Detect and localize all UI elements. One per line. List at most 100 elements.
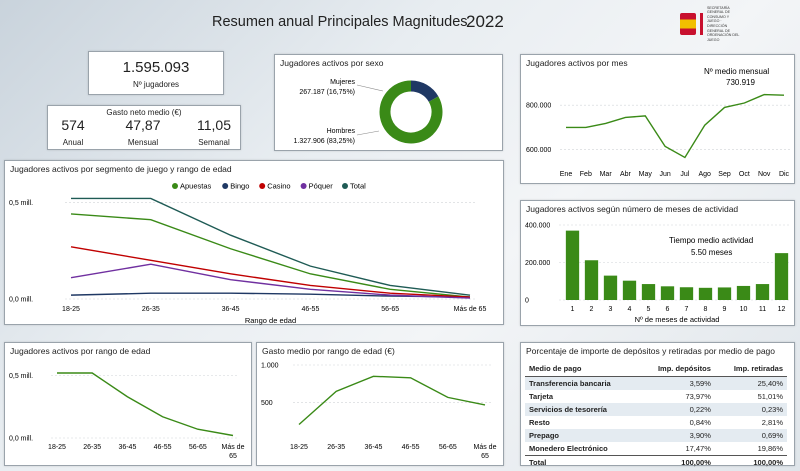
x-tick-label: 18-25 — [290, 444, 308, 451]
donut-label-value: 267.187 (16,75%) — [299, 89, 355, 96]
page-year: 2022 — [466, 12, 504, 31]
y-tick-label: 600.000 — [526, 147, 551, 154]
x-axis-label: Rango de edad — [245, 316, 296, 325]
row-withdrawal: 0,23% — [714, 403, 787, 416]
spend-weekly-value: 11,05 — [197, 117, 231, 133]
bar-7 — [679, 287, 694, 300]
series-line-value — [57, 372, 234, 437]
col-header-payment-method[interactable]: Medio de pago — [525, 361, 639, 377]
x-tick-label: 5 — [647, 306, 651, 313]
ministry-logo: SECRETARÍA GENERAL DE CONSUMO Y JUEGO · … — [680, 6, 788, 42]
bar-3 — [603, 275, 618, 300]
table-row: Tarjeta 73,97% 51,01% — [525, 390, 787, 403]
row-withdrawal: 19,86% — [757, 444, 783, 453]
month-annotation-label: Nº medio mensual — [704, 67, 769, 76]
x-tick-label: Nov — [758, 171, 771, 178]
page-title: Resumen anual Principales Magnitudes — [212, 14, 468, 30]
bar-1 — [565, 230, 580, 300]
activity-panel[interactable]: Jugadores activos según número de meses … — [520, 200, 795, 326]
x-tick-label: 1 — [571, 306, 575, 313]
series-line-value — [566, 93, 785, 159]
y-tick-label: 0,5 mill. — [9, 200, 33, 207]
spend-monthly-label: Mensual — [127, 138, 159, 147]
table-row: Transferencia bancaria 3,59% 25,40% — [525, 376, 787, 390]
month-line-chart: 600.000 800.000 Ene Feb Mar Abr May Jun Jul Ago Se… — [526, 67, 790, 178]
bar-11 — [755, 284, 770, 300]
row-deposit: 73,97% — [685, 392, 711, 401]
row-withdrawal: 25,40% — [714, 376, 787, 390]
x-tick-label: Más de — [474, 444, 497, 451]
y-tick-label: 400.000 — [525, 223, 550, 230]
series-line-value — [298, 375, 486, 426]
legend-marker-casino — [259, 183, 266, 189]
activity-annotation-value: 5.50 meses — [691, 248, 732, 257]
spend-card[interactable]: Gasto neto medio (€) 574 Anual 47,87 Men… — [47, 105, 241, 150]
spend-age-panel[interactable]: Gasto medio por rango de edad (€) 500 1.0… — [256, 342, 504, 466]
month-panel[interactable]: Jugadores activos por mes 600.000 800.000… — [520, 54, 795, 184]
row-withdrawal: 51,01% — [757, 392, 783, 401]
x-tick-label: 65 — [481, 453, 489, 460]
segment-panel[interactable]: Jugadores activos por segmento de juego … — [4, 160, 504, 325]
x-tick-label: 8 — [704, 306, 708, 313]
table-total-row: Total 100,00% 100,00% — [525, 455, 787, 469]
segment-line-chart: 0,0 mill. 0,5 mill. 18-25 26-35 36-45 46-55 56… — [9, 182, 486, 326]
legend-label-apuestas: Apuestas — [180, 182, 212, 191]
legend-marker-total — [342, 183, 348, 189]
x-tick-label: 56-65 — [189, 444, 207, 451]
x-tick-label: Ene — [560, 171, 573, 178]
x-tick-label: Dic — [779, 171, 790, 178]
age-panel[interactable]: Jugadores activos por rango de edad 0,0 … — [4, 342, 252, 466]
deposits-panel[interactable]: Porcentaje de importe de depósitos y ret… — [520, 342, 795, 469]
x-tick-label: 10 — [740, 306, 748, 313]
y-tick-label: 500 — [261, 400, 273, 407]
row-deposit: 3,90% — [638, 429, 715, 442]
legend-label-casino: Casino — [267, 182, 290, 191]
x-tick-label: 36-45 — [222, 306, 240, 313]
bar-4 — [622, 280, 637, 300]
players-label: Nº jugadores — [132, 80, 180, 89]
x-tick-label: 46-55 — [301, 306, 319, 313]
spend-annual-value: 574 — [61, 117, 85, 133]
sex-chart-title: Jugadores activos por sexo — [280, 58, 384, 68]
x-tick-label: Oct — [739, 171, 750, 178]
series-line-póquer — [70, 263, 471, 299]
x-tick-label: 7 — [685, 306, 689, 313]
legend-marker-bingo — [222, 183, 229, 189]
legend-marker-apuestas — [172, 183, 178, 189]
activity-annotation-label: Tiempo medio actividad — [669, 236, 753, 245]
total-deposit: 100,00% — [638, 455, 715, 469]
x-tick-label: Jun — [659, 171, 670, 178]
x-tick-label: 46-55 — [154, 444, 172, 451]
players-value: 1.595.093 — [122, 59, 190, 76]
row-method: Monedero Electrónico — [529, 444, 608, 453]
donut-label-name: Mujeres — [330, 79, 355, 86]
logo-divider — [700, 13, 703, 35]
x-tick-label: 26-35 — [142, 306, 160, 313]
row-method: Prepago — [525, 429, 639, 442]
donut-label-value: 1.327.906 (83,25%) — [294, 138, 356, 145]
series-line-total — [71, 197, 471, 296]
table-row: Resto 0,84% 2,81% — [525, 416, 787, 429]
series-line-casino — [70, 246, 471, 298]
donut-label-name: Hombres — [327, 128, 356, 135]
month-annotation-value: 730.919 — [726, 78, 755, 87]
row-deposit: 0,22% — [638, 403, 715, 416]
col-header-withdrawals[interactable]: Imp. retiradas — [714, 361, 787, 377]
x-tick-label: 11 — [759, 306, 766, 313]
sex-panel[interactable]: Jugadores activos por sexo Mujeres 267.18… — [274, 54, 503, 151]
donut-slice-hombres — [379, 80, 443, 144]
bar-10 — [736, 285, 751, 300]
legend-label-póquer: Póquer — [309, 182, 334, 191]
x-axis-label: Nº de meses de actividad — [635, 315, 720, 324]
x-tick-label: 18-25 — [62, 306, 80, 313]
deposits-table: Medio de pago Imp. depósitos Imp. retira… — [525, 361, 787, 469]
series-line-apuestas — [70, 213, 471, 298]
col-header-deposits[interactable]: Imp. depósitos — [638, 361, 715, 377]
x-tick-label: 36-45 — [364, 444, 382, 451]
y-tick-label: 0,5 mill. — [9, 373, 33, 380]
row-withdrawal: 0,69% — [714, 429, 787, 442]
activity-chart-title: Jugadores activos según número de meses … — [526, 204, 739, 214]
total-label: Total — [525, 455, 639, 469]
players-card[interactable]: 1.595.093 Nº jugadores — [88, 51, 224, 95]
